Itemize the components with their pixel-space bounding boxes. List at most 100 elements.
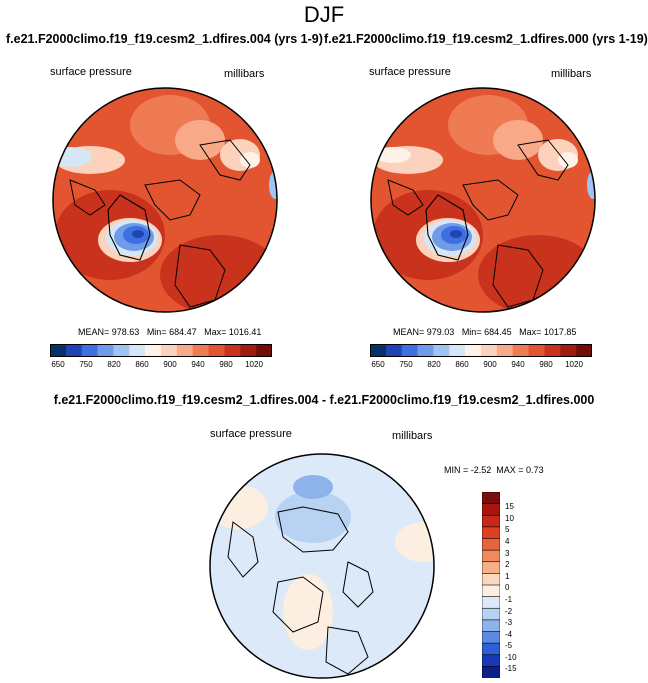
- colorbar-swatch: [208, 344, 225, 357]
- colorbar-swatch: [544, 344, 561, 357]
- diff-colorbar-swatch: [482, 538, 500, 551]
- diff-colorbar-tick: -2: [505, 607, 513, 616]
- colorbar-tick: 860: [455, 360, 469, 369]
- panel-1-colorbar-ticks: 650 750 820 860 900 940 980 1020: [50, 360, 272, 372]
- colorbar-swatch: [65, 344, 83, 357]
- colorbar-tick: 860: [135, 360, 149, 369]
- panel-2-units-label: millibars: [551, 68, 592, 80]
- panel-2-max: Max= 1017.85: [519, 327, 577, 337]
- panel-2-map: [370, 87, 596, 313]
- diff-max: MAX = 0.73: [496, 465, 544, 475]
- diff-colorbar-swatch: [482, 561, 500, 574]
- colorbar-tick: 750: [399, 360, 413, 369]
- colorbar-swatch: [528, 344, 545, 357]
- colorbar-swatch: [129, 344, 146, 357]
- diff-colorbar-tick: -3: [505, 618, 513, 627]
- panel-1-min: Min= 684.47: [146, 327, 197, 337]
- colorbar-swatch: [161, 344, 178, 357]
- diff-colorbar-tick: 5: [505, 525, 510, 534]
- diff-units-label: millibars: [392, 430, 433, 442]
- colorbar-swatch: [97, 344, 114, 357]
- diff-colorbar-swatch: [482, 573, 500, 586]
- colorbar-swatch: [176, 344, 194, 357]
- diff-colorbar-swatch: [482, 642, 500, 656]
- diff-colorbar-swatch: [482, 619, 500, 633]
- colorbar-swatch: [401, 344, 418, 357]
- diff-min: MIN = -2.52: [444, 465, 492, 475]
- diff-colorbar-swatch: [482, 514, 500, 528]
- diff-colorbar-swatch: [482, 666, 500, 678]
- colorbar-tick: 940: [511, 360, 525, 369]
- panel-1-units-label: millibars: [224, 68, 265, 80]
- diff-map: [209, 453, 435, 679]
- panel-1-map: [52, 87, 278, 313]
- colorbar-border: [50, 344, 272, 357]
- colorbar-tick: 980: [539, 360, 553, 369]
- colorbar-swatch: [512, 344, 529, 357]
- diff-colorbar-tick: 3: [505, 549, 510, 558]
- colorbar-tick: 980: [219, 360, 233, 369]
- colorbar-swatch: [496, 344, 514, 357]
- colorbar-swatch: [50, 344, 67, 357]
- diff-variable-label: surface pressure: [210, 428, 292, 440]
- diff-title: f.e21.F2000climo.f19_f19.cesm2_1.dfires.…: [53, 393, 595, 407]
- figure-title: DJF: [303, 2, 345, 27]
- colorbar-swatch: [81, 344, 98, 357]
- colorbar-tick: 650: [51, 360, 65, 369]
- colorbar-tick: 940: [191, 360, 205, 369]
- panel-2-colorbar: [370, 344, 592, 357]
- colorbar-swatch: [240, 344, 257, 357]
- colorbar-tick: 1020: [565, 360, 583, 369]
- diff-colorbar-swatch: [482, 596, 500, 609]
- colorbar-tick: 900: [483, 360, 497, 369]
- colorbar-swatch: [449, 344, 466, 357]
- colorbar-swatch: [224, 344, 241, 357]
- colorbar-swatch: [465, 344, 482, 357]
- colorbar-swatch: [192, 344, 209, 357]
- colorbar-tick: 750: [79, 360, 93, 369]
- diff-colorbar-tick: -5: [505, 641, 513, 650]
- panel-2-min: Min= 684.45: [461, 327, 512, 337]
- diff-colorbar: [482, 492, 500, 678]
- diff-colorbar-swatch: [482, 526, 500, 540]
- panel-2-colorbar-ticks: 650 750 820 860 900 940 980 1020: [370, 360, 592, 372]
- diff-colorbar-tick: -4: [505, 630, 513, 639]
- colorbar-swatch: [560, 344, 577, 357]
- diff-colorbar-tick: 2: [505, 560, 510, 569]
- panel-1-variable-label: surface pressure: [50, 66, 132, 78]
- diff-colorbar-tick: -1: [505, 595, 513, 604]
- panel-1-max: Max= 1016.41: [204, 327, 262, 337]
- colorbar-tick: 820: [107, 360, 121, 369]
- colorbar-swatch: [370, 344, 387, 357]
- colorbar-swatch: [433, 344, 450, 357]
- colorbar-border: [370, 344, 592, 357]
- diff-colorbar-swatch: [482, 492, 500, 505]
- colorbar-swatch: [481, 344, 498, 357]
- colorbar-tick: 820: [427, 360, 441, 369]
- diff-colorbar-swatch: [482, 607, 500, 621]
- panel-1-colorbar: [50, 344, 272, 357]
- colorbar-swatch: [113, 344, 130, 357]
- colorbar-tick: 900: [163, 360, 177, 369]
- colorbar-swatch: [417, 344, 434, 357]
- diff-colorbar-tick: 15: [505, 502, 514, 511]
- diff-colorbar-swatch: [482, 503, 500, 516]
- diff-colorbar-tick: 10: [505, 514, 514, 523]
- diff-colorbar-swatch: [482, 584, 500, 598]
- diff-colorbar-swatch: [482, 654, 500, 667]
- diff-colorbar-tick: 0: [505, 583, 510, 592]
- diff-colorbar-tick: 1: [505, 572, 510, 581]
- panel-2-case-title: f.e21.F2000climo.f19_f19.cesm2_1.dfires.…: [324, 32, 648, 46]
- colorbar-tick: 650: [371, 360, 385, 369]
- colorbar-swatch: [385, 344, 403, 357]
- diff-colorbar-swatch: [482, 549, 500, 563]
- diff-colorbar-tick: -15: [505, 664, 517, 673]
- colorbar-swatch: [145, 344, 162, 357]
- panel-1-mean: MEAN= 978.63: [78, 327, 140, 337]
- colorbar-swatch: [256, 344, 272, 357]
- panel-2-mean: MEAN= 979.03: [393, 327, 455, 337]
- diff-colorbar-tick: 4: [505, 537, 510, 546]
- diff-colorbar-tick: -10: [505, 653, 517, 662]
- colorbar-swatch: [576, 344, 592, 357]
- panel-2-variable-label: surface pressure: [369, 66, 451, 78]
